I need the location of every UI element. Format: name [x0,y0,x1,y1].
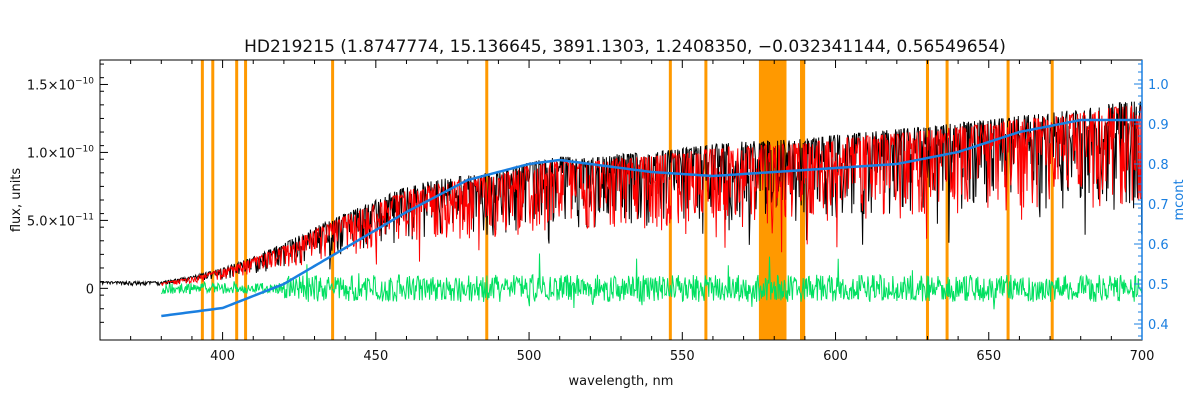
x-tick-label: 650 [976,349,1001,364]
masked-line [704,60,708,340]
model-flux-line [160,105,1143,287]
y-tick-label: 1.5×10−10 [27,76,94,93]
x-tick-label: 700 [1130,349,1155,364]
x-tick-label: 600 [823,349,848,364]
right-tick-label: 0.9 [1148,118,1169,133]
x-tick-label: 500 [517,349,542,364]
right-tick-label: 0.6 [1148,238,1169,253]
masked-line [211,60,215,340]
masked-line [925,60,929,340]
right-y-axis-ticks: 0.4 0.5 0.6 0.7 0.8 0.9 1.0 [1134,60,1169,340]
masked-line [668,60,672,340]
masked-line [1006,60,1010,340]
y-tick-label: 5.0×10−11 [27,212,94,229]
y-axis-ticks: 0 5.0×10−11 1.0×10−10 1.5×10−10 [27,63,108,323]
right-tick-label: 0.8 [1148,158,1169,173]
masked-line [200,60,204,340]
right-tick-label: 0.5 [1148,278,1169,293]
right-tick-label: 1.0 [1148,78,1169,93]
right-tick-label: 0.4 [1148,318,1169,333]
y-tick-label: 0 [86,282,94,297]
y-axis-label: flux, units [9,168,24,233]
x-axis-ticks: 400 450 500 550 600 650 700 [130,60,1155,364]
masked-line [1050,60,1054,340]
mcont-line [161,118,1142,318]
residual-line [161,253,1143,310]
x-axis-label: wavelength, nm [569,374,674,389]
masked-line [331,60,335,340]
model-flux-series [160,105,1143,287]
masked-line [235,60,239,340]
y-tick-label: 1.0×10−10 [27,144,94,161]
mcont-continuum-series [161,118,1142,318]
chart-title: HD219215 (1.8747774, 15.136645, 3891.130… [244,37,1006,57]
right-y-axis-label: mcont [1172,179,1187,220]
masked-line [244,60,248,340]
x-tick-label: 450 [363,349,388,364]
residual-series [161,253,1143,310]
masked-line [945,60,949,340]
x-tick-label: 400 [210,349,235,364]
x-tick-label: 550 [670,349,695,364]
right-tick-label: 0.7 [1148,198,1169,213]
